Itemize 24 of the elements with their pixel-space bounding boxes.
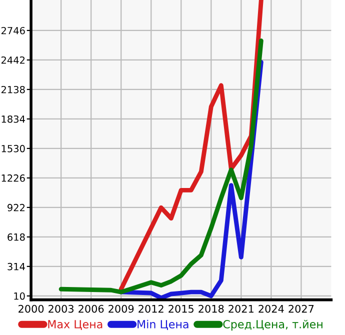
x-tick-label: 2009 bbox=[108, 304, 134, 313]
legend-label: Max Цена bbox=[48, 320, 102, 330]
x-tick-label: 2018 bbox=[198, 304, 224, 313]
y-tick-label: 10 bbox=[14, 292, 25, 300]
x-tick-label: 2021 bbox=[228, 304, 254, 313]
x-tick-label: 2027 bbox=[288, 304, 314, 313]
line-series bbox=[58, 38, 264, 294]
legend-label: Сред.Цена, т.йен bbox=[223, 320, 322, 331]
y-tick-label: 922 bbox=[8, 204, 25, 212]
x-tick-label: 2006 bbox=[78, 304, 104, 313]
y-tick-label: 618 bbox=[8, 233, 25, 241]
x-tick-label: 2000 bbox=[18, 304, 44, 313]
x-tick-label: 2012 bbox=[138, 304, 164, 313]
x-tick-label: 2015 bbox=[168, 304, 194, 313]
x-tick-label: 2024 bbox=[258, 304, 284, 313]
legend-label: Min Цена bbox=[138, 320, 188, 330]
y-tick-label: 1226 bbox=[2, 174, 25, 182]
y-tick-label: 314 bbox=[8, 262, 25, 270]
x-tick-label: 2003 bbox=[48, 304, 74, 313]
y-tick-label: 2746 bbox=[1, 26, 25, 34]
y-tick-label: 2138 bbox=[1, 86, 25, 94]
y-tick-label: 2442 bbox=[1, 56, 25, 64]
y-tick-label: 1834 bbox=[2, 115, 25, 123]
y-tick-label: 1530 bbox=[2, 144, 25, 152]
